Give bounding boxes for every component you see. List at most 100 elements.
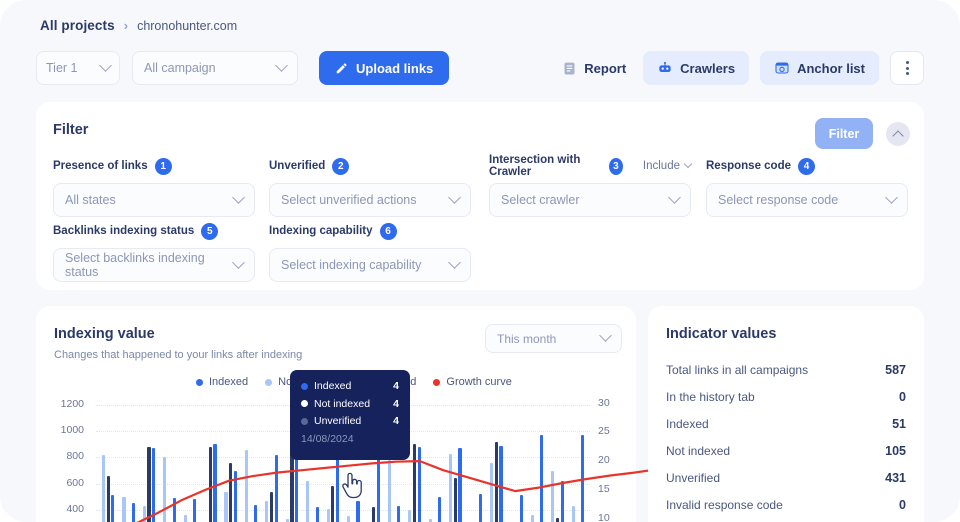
- bar: [142, 505, 146, 522]
- bar-group[interactable]: [404, 392, 424, 522]
- indicator-name: Not indexed: [666, 443, 731, 458]
- bar-group[interactable]: [221, 392, 241, 522]
- mouse-cursor-icon: [342, 472, 362, 499]
- filter-label: Unverified: [269, 160, 326, 172]
- chevron-down-icon: [232, 190, 245, 204]
- bar-group[interactable]: [200, 392, 220, 522]
- more-options-button[interactable]: [890, 51, 924, 85]
- indicator-value: 0: [899, 389, 906, 404]
- y-axis-right-tick: 25: [598, 425, 610, 438]
- filter-label-row: Intersection with Crawler 3 Include: [489, 154, 693, 178]
- legend-item[interactable]: Growth curve: [433, 376, 512, 388]
- indexing-capability-select[interactable]: Select indexing capability: [269, 248, 471, 282]
- bar-group[interactable]: [384, 392, 404, 522]
- bar-group[interactable]: [139, 392, 159, 522]
- tooltip-row: Not indexed 4: [301, 398, 399, 410]
- bar-group[interactable]: [302, 392, 322, 522]
- bar-group[interactable]: [323, 392, 343, 522]
- bar: [229, 462, 233, 522]
- indicator-row: Invalid response code 0: [666, 491, 906, 518]
- bar: [489, 462, 494, 522]
- presence-of-links-select[interactable]: All states: [53, 183, 255, 217]
- filter-badge: 3: [608, 157, 623, 175]
- bar: [412, 444, 417, 522]
- y-axis-left-tick: 1200: [60, 398, 84, 411]
- legend-dot-icon: [196, 378, 203, 386]
- breadcrumb-all-projects[interactable]: All projects: [40, 18, 115, 33]
- bar: [331, 486, 335, 522]
- pencil-icon: [336, 63, 347, 74]
- report-button[interactable]: Report: [556, 51, 632, 85]
- anchor-list-label: Anchor list: [797, 60, 865, 76]
- legend-item[interactable]: Indexed: [196, 376, 248, 388]
- bar: [560, 481, 564, 522]
- filter-group-response-code: Response code 4 Select response code: [706, 157, 908, 217]
- campaign-select[interactable]: All campaign: [132, 51, 298, 85]
- chevron-down-icon: [448, 190, 461, 204]
- period-select[interactable]: This month: [485, 324, 622, 353]
- series-dot-icon: [301, 400, 308, 407]
- bar-group[interactable]: [180, 392, 200, 522]
- bar-group[interactable]: [98, 392, 118, 522]
- apply-filter-button[interactable]: Filter: [815, 118, 873, 149]
- bar-group[interactable]: [547, 392, 567, 522]
- bar-group[interactable]: [486, 392, 506, 522]
- bar: [428, 518, 432, 522]
- indicator-name: Total links in all campaigns: [666, 362, 809, 377]
- tier-select[interactable]: Tier 1: [36, 51, 120, 85]
- filter-label-row: Backlinks indexing status 5: [53, 222, 255, 240]
- y-axis-right-tick: 20: [598, 454, 610, 467]
- legend-dot-icon: [265, 378, 273, 386]
- breadcrumb-current-project[interactable]: chronohunter.com: [137, 18, 238, 33]
- anchor-list-button[interactable]: Anchor list: [760, 51, 879, 85]
- bar: [438, 496, 442, 522]
- bar: [290, 444, 294, 522]
- tooltip-label: Unverified: [314, 415, 362, 427]
- tooltip-label: Indexed: [314, 380, 352, 392]
- tooltip-row: Unverified 4: [301, 415, 399, 427]
- crawlers-button[interactable]: Crawlers: [643, 51, 750, 85]
- bar: [224, 491, 228, 522]
- indicator-value: 431: [885, 470, 906, 485]
- bar: [494, 441, 498, 522]
- bar: [122, 496, 126, 522]
- unverified-select[interactable]: Select unverified actions: [269, 183, 471, 217]
- bar: [274, 454, 278, 522]
- bar: [335, 457, 340, 522]
- bar-group[interactable]: [445, 392, 465, 522]
- tooltip-row: Indexed 4: [301, 380, 399, 392]
- y-axis-right-tick: 10: [598, 511, 610, 522]
- bar-group[interactable]: [261, 392, 281, 522]
- bar-group[interactable]: [159, 392, 179, 522]
- bar-group[interactable]: [363, 392, 383, 522]
- upload-links-button[interactable]: Upload links: [319, 51, 450, 85]
- y-axis-right-tick: 15: [598, 482, 610, 495]
- indicator-row: Indexed 51: [666, 410, 906, 437]
- crawler-select[interactable]: Select crawler: [489, 183, 691, 217]
- bar: [213, 444, 217, 522]
- include-mode-dropdown[interactable]: Include: [643, 159, 693, 172]
- indicator-row: In the history tab 0: [666, 383, 906, 410]
- bar: [183, 515, 187, 522]
- bar: [111, 495, 115, 522]
- report-icon: [564, 62, 575, 74]
- bar-group[interactable]: [343, 392, 363, 522]
- indicator-row: Not indexed 105: [666, 437, 906, 464]
- bar-group[interactable]: [466, 392, 486, 522]
- bar-group[interactable]: [118, 392, 138, 522]
- bar-group[interactable]: [527, 392, 547, 522]
- bar: [254, 504, 258, 522]
- indicator-value: 51: [892, 416, 906, 431]
- collapse-filter-button[interactable]: [886, 122, 910, 146]
- bar-group[interactable]: [282, 392, 302, 522]
- bar: [571, 505, 575, 522]
- backlinks-indexing-status-select[interactable]: Select backlinks indexing status: [53, 248, 255, 282]
- bar: [453, 478, 457, 522]
- legend-label: Growth curve: [446, 376, 512, 388]
- chevron-down-icon: [683, 159, 693, 169]
- apply-filter-label: Filter: [828, 126, 860, 141]
- response-code-select[interactable]: Select response code: [706, 183, 908, 217]
- bar-group[interactable]: [425, 392, 445, 522]
- browser-window-icon: [775, 62, 789, 74]
- filter-badge: 5: [201, 222, 219, 240]
